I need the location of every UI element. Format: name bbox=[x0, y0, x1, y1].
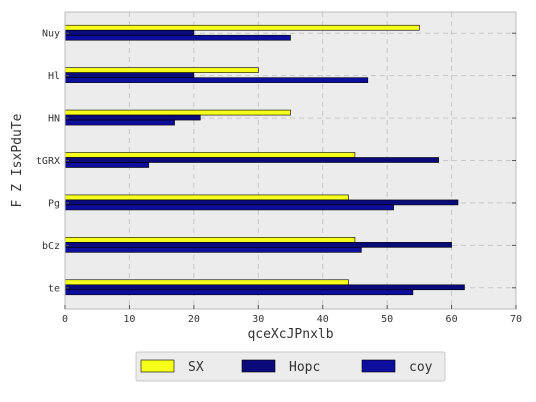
legend-swatch-Hopc bbox=[241, 359, 276, 373]
y-tick-label: Nuy bbox=[42, 29, 60, 40]
legend-box bbox=[135, 351, 446, 382]
x-tick-label: 0 bbox=[62, 314, 68, 325]
y-tick-label: te bbox=[48, 283, 60, 294]
bar-Hopc-Nuy bbox=[64, 29, 195, 36]
x-tick-label: 10 bbox=[123, 314, 135, 325]
bar-SX-Nuy bbox=[64, 24, 420, 31]
y-tick-label: bCz bbox=[42, 241, 60, 252]
bar-coy-bCz bbox=[64, 247, 362, 253]
legend-label-Hopc: Hopc bbox=[289, 360, 320, 375]
bar-coy-Hl bbox=[64, 77, 369, 83]
x-tick-label: 40 bbox=[317, 314, 329, 325]
bar-coy-tGRX bbox=[64, 162, 150, 168]
bar-coy-HN bbox=[64, 119, 175, 126]
bar-SX-bCz bbox=[64, 237, 356, 243]
y-axis-label: F Z IsxPduTe bbox=[10, 113, 25, 207]
x-tick-label: 60 bbox=[446, 314, 458, 325]
bar-Hopc-bCz bbox=[64, 242, 452, 248]
y-tick-label: tGRX bbox=[36, 156, 60, 167]
bar-SX-te bbox=[64, 279, 349, 286]
bar-Hopc-tGRX bbox=[64, 157, 439, 163]
bar-Hopc-HN bbox=[64, 114, 201, 121]
x-tick-label: 50 bbox=[381, 314, 393, 325]
legend-swatch-coy bbox=[361, 359, 396, 373]
x-tick-label: 30 bbox=[252, 314, 264, 325]
bar-SX-Pg bbox=[64, 194, 349, 201]
y-tick-label: Hl bbox=[48, 71, 60, 82]
x-axis-label: qceXcJPnxlb bbox=[247, 327, 333, 342]
bar-Hopc-te bbox=[64, 284, 465, 291]
x-tick-label: 20 bbox=[188, 314, 200, 325]
bar-coy-te bbox=[64, 289, 414, 296]
bar-SX-HN bbox=[64, 109, 291, 116]
bars bbox=[64, 24, 465, 296]
bar-SX-Hl bbox=[64, 67, 259, 73]
bar-SX-tGRX bbox=[64, 152, 356, 158]
legend-label-SX: SX bbox=[188, 360, 204, 375]
bar-coy-Nuy bbox=[64, 34, 291, 41]
bar-Hopc-Pg bbox=[64, 199, 459, 206]
bar-coy-Pg bbox=[64, 204, 394, 211]
x-tick-label: 70 bbox=[510, 314, 522, 325]
y-tick-label: Pg bbox=[48, 198, 60, 209]
legend-label-coy: coy bbox=[409, 360, 433, 375]
y-tick-label: HN bbox=[48, 114, 60, 125]
legend-swatch-SX bbox=[140, 359, 175, 373]
legend: SX Hopc coy bbox=[135, 351, 446, 382]
bar-Hopc-Hl bbox=[64, 72, 195, 78]
ticks: 0 10 20 30 40 50 60 70 te bCz Pg tGRX HN Hl Nuy bbox=[36, 29, 522, 325]
